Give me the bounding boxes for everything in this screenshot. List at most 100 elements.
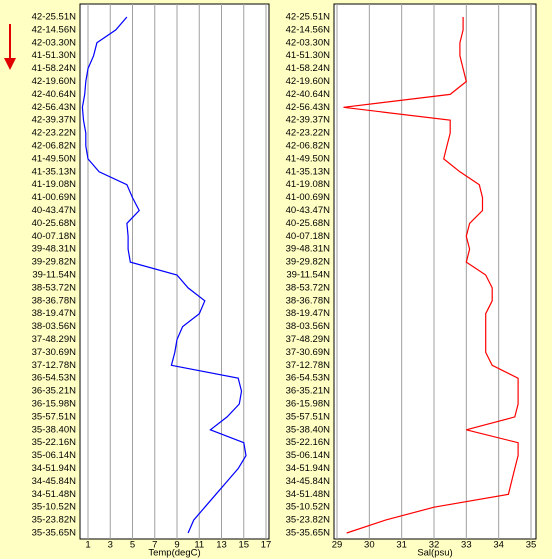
y-tick-label: 38-03.56N [32,321,77,332]
y-tick-label: 42-25.51N [32,12,77,23]
y-tick-label: 40-25.68N [286,218,331,229]
y-tick-label: 35-10.52N [32,502,77,513]
x-tick-label: 1 [85,540,90,551]
y-tick-label: 35-06.14N [286,450,331,461]
y-tick-label: 41-19.08N [286,179,331,190]
y-tick-label: 36-35.21N [286,386,331,397]
x-tick-label: 34 [493,540,504,551]
y-tick-label: 42-06.82N [32,141,77,152]
arrow-head [4,58,16,70]
x-tick-label: 11 [194,540,204,551]
y-tick-label: 35-23.82N [286,515,331,526]
y-tick-label: 38-03.56N [286,321,331,332]
y-tick-label: 35-57.51N [286,411,331,422]
y-tick-label: 39-11.54N [286,270,330,281]
y-tick-label: 41-35.13N [286,166,331,177]
x-tick-label: 13 [216,540,227,551]
y-tick-label: 40-25.68N [32,218,77,229]
y-tick-label: 41-49.50N [286,153,331,164]
x-tick-label: 35 [526,540,537,551]
profile-line [81,16,247,534]
y-tick-label: 42-56.43N [286,102,331,113]
y-tick-label: 42-40.64N [32,89,77,100]
y-tick-label: 40-07.18N [286,231,331,242]
x-tick-label: 7 [152,540,157,551]
y-tick-label: 42-25.51N [286,12,331,23]
y-tick-label: 34-45.84N [32,476,77,487]
y-tick-label: 35-38.40N [32,424,77,435]
y-tick-label: 35-35.65N [286,528,331,539]
y-tick-label: 36-54.53N [286,373,331,384]
y-tick-label: 35-22.16N [286,437,331,448]
y-tick-label: 37-30.69N [286,347,331,358]
y-tick-label: 34-51.48N [32,489,77,500]
y-tick-label: 36-15.98N [286,399,331,410]
y-tick-label: 42-23.22N [286,128,331,139]
y-tick-label: 41-00.69N [32,192,77,203]
y-tick-label: 36-35.21N [32,386,77,397]
y-tick-label: 36-54.53N [32,373,77,384]
x-tick-label: 33 [461,540,472,551]
y-tick-label: 41-58.24N [286,63,331,74]
plot-area [333,3,537,540]
y-tick-label: 42-14.56N [286,24,331,35]
y-tick-label: 41-51.30N [286,50,331,61]
y-tick-label: 39-48.31N [32,244,77,255]
x-tick-label: 31 [396,540,407,551]
y-tick-label: 42-06.82N [286,141,331,152]
x-tick-label: 29 [332,540,343,551]
y-tick-label: 41-19.08N [32,179,77,190]
y-tick-label: 35-57.51N [32,411,77,422]
x-tick-label: 30 [364,540,375,551]
y-tick-label: 42-19.60N [32,76,77,87]
y-tick-label: 35-06.14N [32,450,77,461]
y-tick-label: 42-03.30N [32,37,77,48]
y-tick-label: 38-53.72N [32,282,77,293]
y-tick-label: 37-48.29N [32,334,77,345]
y-tick-label: 34-45.84N [286,476,331,487]
y-tick-label: 41-51.30N [32,50,77,61]
y-tick-label: 39-29.82N [286,257,331,268]
profile-line [343,17,519,534]
y-tick-label: 41-49.50N [32,153,77,164]
y-tick-label: 38-53.72N [286,282,331,293]
y-tick-label: 35-35.65N [32,528,77,539]
y-tick-label: 42-39.37N [32,115,77,126]
y-tick-label: 42-03.30N [286,37,331,48]
y-tick-label: 37-48.29N [286,334,331,345]
y-tick-label: 35-23.82N [32,515,77,526]
y-tick-label: 37-12.78N [32,360,77,371]
y-tick-label: 41-00.69N [286,192,331,203]
x-tick-label: 9 [174,540,179,551]
plot-area [79,3,270,540]
direction-arrow [4,24,16,70]
y-tick-label: 40-07.18N [32,231,77,242]
y-tick-label: 41-35.13N [32,166,77,177]
y-tick-label: 39-29.82N [32,257,77,268]
x-axis-label: Temp(degC) [148,548,200,559]
x-tick-label: 15 [238,540,249,551]
y-tick-label: 36-15.98N [32,399,77,410]
y-tick-label: 42-39.37N [286,115,331,126]
y-tick-label: 34-51.94N [286,463,331,474]
y-tick-label: 35-38.40N [286,424,331,435]
y-tick-label: 38-19.47N [32,308,77,319]
y-tick-label: 37-30.69N [32,347,77,358]
y-tick-label: 38-36.78N [286,295,331,306]
y-tick-label: 39-11.54N [32,270,76,281]
x-tick-label: 17 [261,540,272,551]
y-tick-label: 42-14.56N [32,24,77,35]
y-tick-label: 34-51.48N [286,489,331,500]
x-tick-label: 3 [108,540,113,551]
y-tick-label: 42-40.64N [286,89,331,100]
x-tick-label: 5 [130,540,135,551]
y-tick-label: 37-12.78N [286,360,331,371]
y-tick-label: 35-22.16N [32,437,77,448]
y-tick-label: 42-19.60N [286,76,331,87]
y-tick-label: 40-43.47N [32,205,77,216]
y-tick-label: 39-48.31N [286,244,331,255]
y-tick-label: 41-58.24N [32,63,77,74]
x-axis-label: Sal(psu) [417,548,452,559]
y-tick-label: 42-23.22N [32,128,77,139]
